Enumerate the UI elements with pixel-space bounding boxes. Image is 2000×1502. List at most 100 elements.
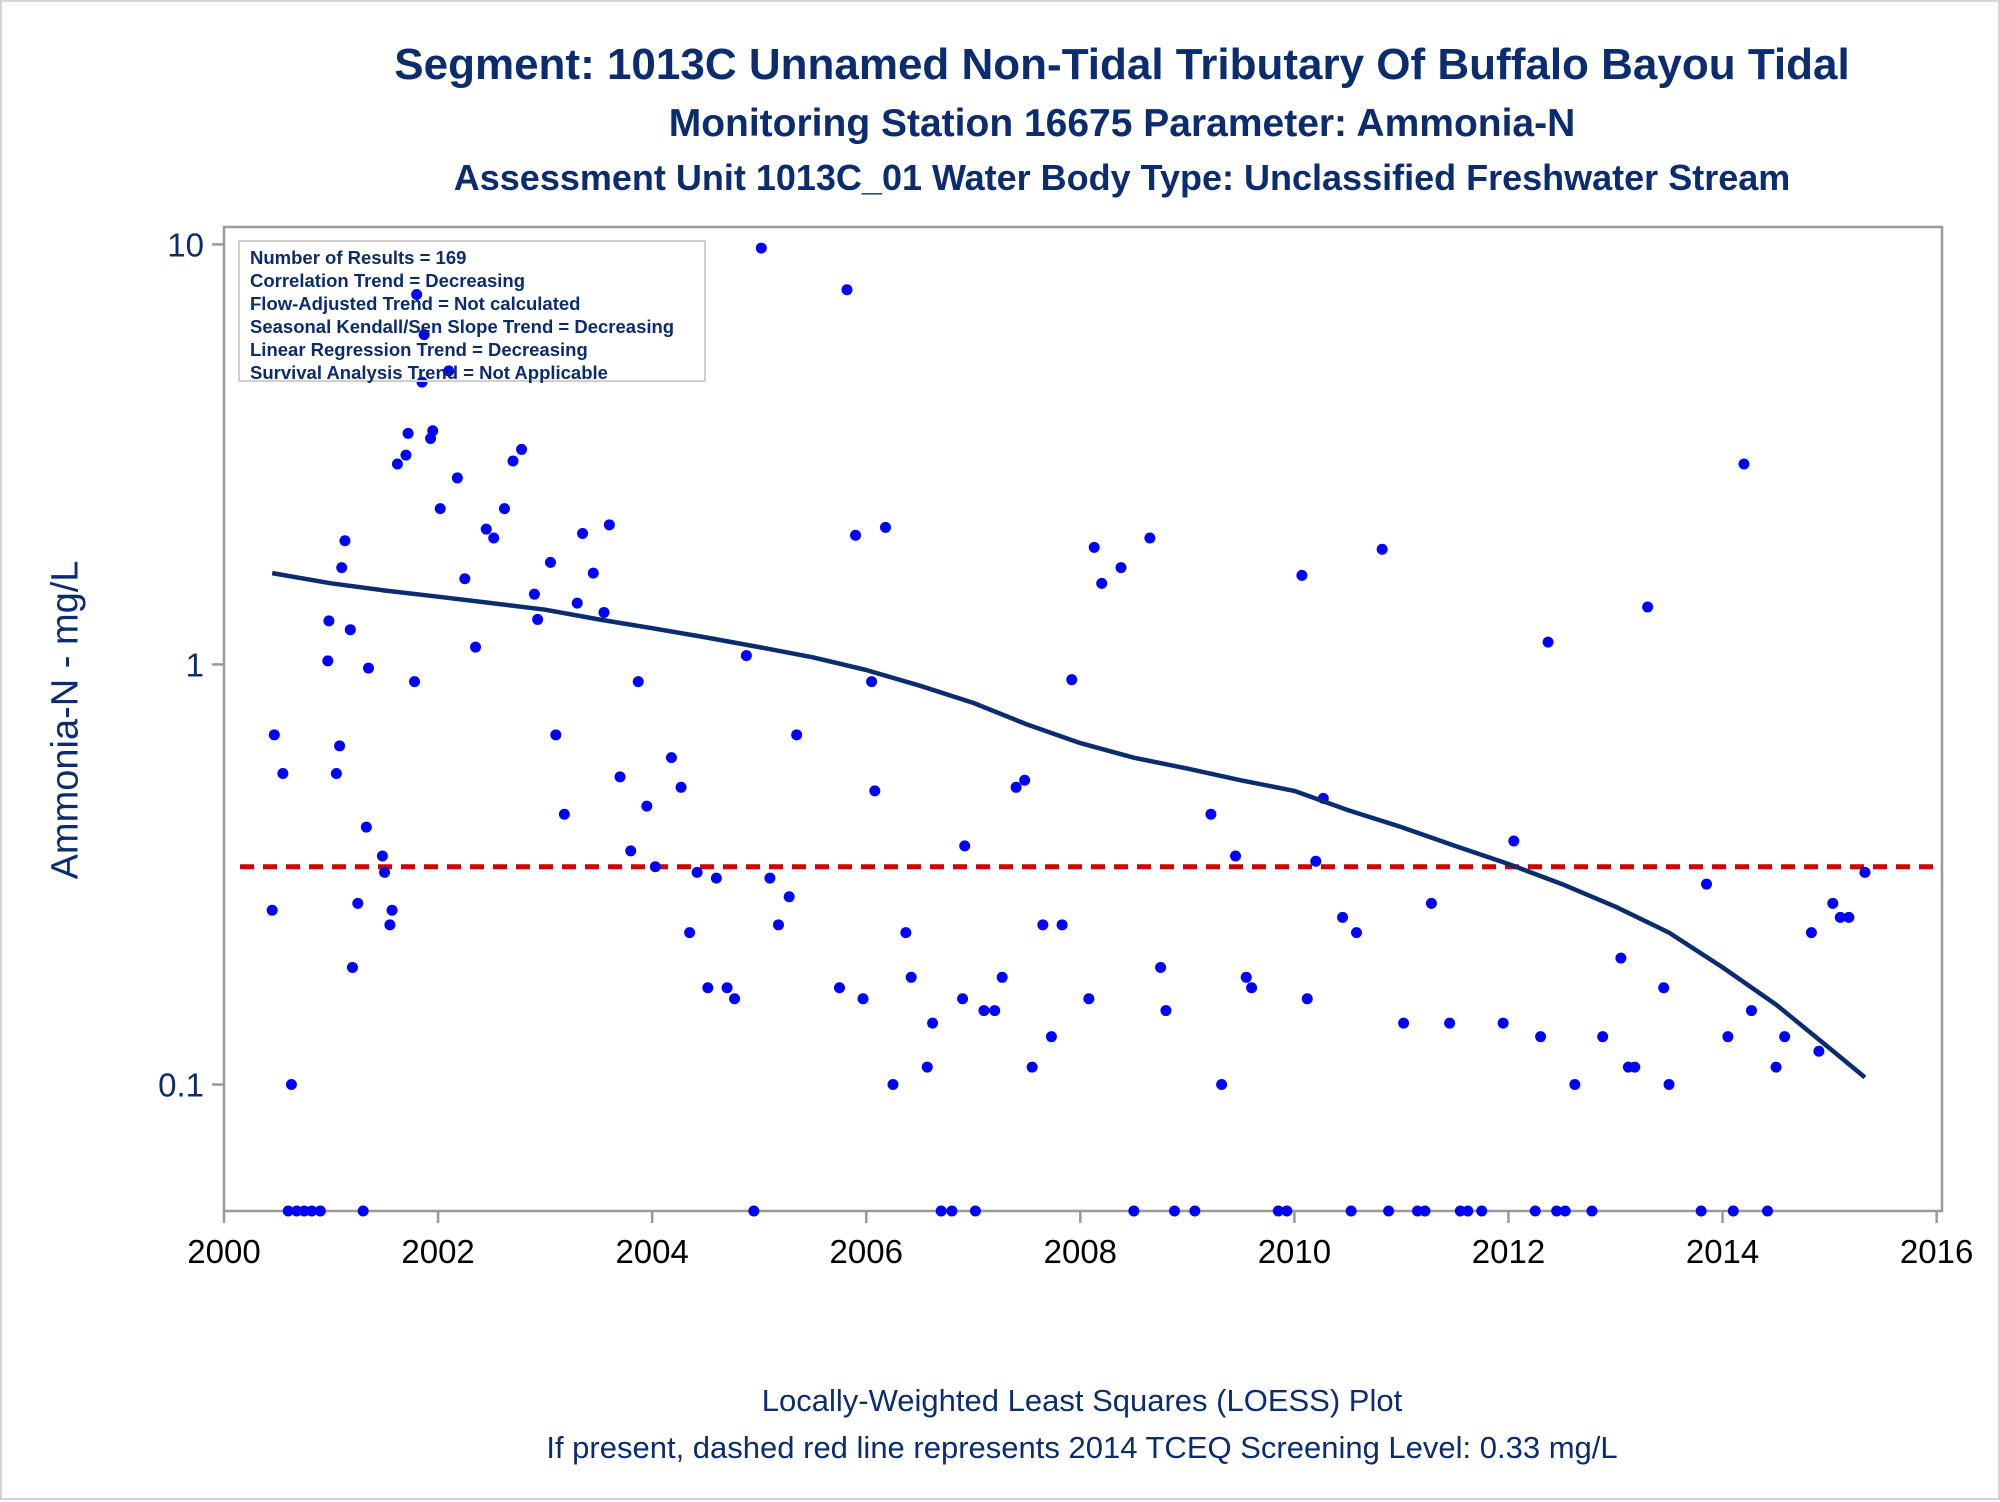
- data-point: [1827, 897, 1839, 909]
- data-point: [632, 676, 644, 688]
- data-point: [488, 532, 500, 544]
- data-point: [1169, 1205, 1181, 1217]
- data-point: [1383, 1205, 1395, 1217]
- data-point: [384, 919, 396, 931]
- data-point: [1843, 911, 1855, 923]
- x-tick-label: 2002: [401, 1233, 474, 1270]
- data-point: [1066, 674, 1078, 686]
- data-point: [386, 904, 398, 916]
- data-point: [330, 768, 342, 780]
- data-point: [598, 606, 610, 618]
- data-point: [850, 529, 862, 541]
- data-point: [379, 866, 391, 878]
- data-point: [306, 1205, 318, 1217]
- data-point: [935, 1205, 947, 1217]
- data-point: [1745, 1005, 1757, 1017]
- data-point: [996, 971, 1008, 983]
- data-point: [1010, 781, 1022, 793]
- data-point: [1779, 1031, 1791, 1043]
- data-point: [1462, 1205, 1474, 1217]
- data-point: [346, 961, 358, 973]
- data-point: [1056, 919, 1068, 931]
- data-point: [1205, 808, 1217, 820]
- data-point: [1240, 971, 1252, 983]
- data-point: [282, 1205, 294, 1217]
- stat-linear-regression-trend: Linear Regression Trend = Decreasing: [250, 339, 588, 360]
- data-point: [1695, 1205, 1707, 1217]
- data-point: [702, 982, 714, 994]
- data-point: [989, 1005, 1001, 1017]
- data-point: [1083, 993, 1095, 1005]
- data-point: [1144, 532, 1156, 544]
- x-tick-label: 2012: [1472, 1233, 1545, 1270]
- data-point: [1542, 636, 1554, 648]
- data-point: [764, 872, 776, 884]
- data-point: [416, 376, 428, 388]
- data-point: [772, 919, 784, 931]
- data-point: [516, 443, 528, 455]
- data-point: [1727, 1205, 1739, 1217]
- data-point: [391, 458, 403, 470]
- data-point: [665, 752, 677, 764]
- data-point: [614, 771, 626, 783]
- x-tick-label: 2010: [1258, 1233, 1331, 1270]
- data-point: [285, 1079, 297, 1091]
- stat-number-of-results: Number of Results = 169: [250, 247, 467, 268]
- data-point: [1096, 577, 1108, 589]
- data-point: [783, 891, 795, 903]
- data-point: [1770, 1061, 1782, 1073]
- data-point: [443, 365, 455, 377]
- x-tick-label: 2000: [187, 1233, 260, 1270]
- data-point: [1045, 1031, 1057, 1043]
- data-point: [1597, 1031, 1609, 1043]
- data-point: [740, 650, 752, 662]
- plot-area: [222, 225, 1944, 1213]
- data-point: [691, 866, 703, 878]
- data-point: [1419, 1205, 1431, 1217]
- data-point: [833, 982, 845, 994]
- data-point: [470, 641, 482, 653]
- data-point: [268, 729, 280, 741]
- data-point: [1569, 1079, 1581, 1091]
- data-point: [1037, 919, 1049, 931]
- data-point: [1310, 855, 1322, 867]
- data-point: [360, 821, 372, 833]
- data-point: [1155, 961, 1167, 973]
- data-point: [1296, 569, 1308, 581]
- data-points: [266, 242, 1871, 1217]
- chart-title: Segment: 1013C Unnamed Non-Tidal Tributa…: [394, 40, 1850, 89]
- data-point: [459, 573, 471, 585]
- data-point: [841, 284, 853, 296]
- data-point: [314, 1205, 326, 1217]
- data-point: [323, 615, 335, 627]
- data-point: [1160, 1005, 1172, 1017]
- data-point: [1658, 982, 1670, 994]
- data-point: [418, 329, 430, 341]
- data-point: [921, 1061, 933, 1073]
- data-point: [1813, 1045, 1825, 1057]
- data-point: [400, 449, 412, 461]
- data-point: [587, 567, 599, 579]
- data-point: [755, 242, 767, 254]
- data-point: [498, 503, 510, 515]
- data-point: [905, 971, 917, 983]
- data-point: [710, 872, 722, 884]
- data-point: [1281, 1205, 1293, 1217]
- data-point: [266, 904, 278, 916]
- data-point: [887, 1079, 899, 1091]
- data-point: [1301, 993, 1313, 1005]
- data-point: [791, 729, 803, 741]
- data-point: [1586, 1205, 1598, 1217]
- data-point: [1398, 1017, 1410, 1029]
- y-tick-label: 10: [167, 226, 204, 263]
- data-point: [528, 588, 540, 600]
- data-point: [322, 655, 334, 667]
- x-tick-label: 2014: [1686, 1233, 1759, 1270]
- data-point: [427, 425, 439, 437]
- data-point: [978, 1005, 990, 1017]
- footnote-screening-level: If present, dashed red line represents 2…: [546, 1430, 1618, 1465]
- data-point: [363, 662, 375, 674]
- trend-stats-box: Number of Results = 169 Correlation Tren…: [238, 240, 706, 383]
- data-point: [1701, 878, 1713, 890]
